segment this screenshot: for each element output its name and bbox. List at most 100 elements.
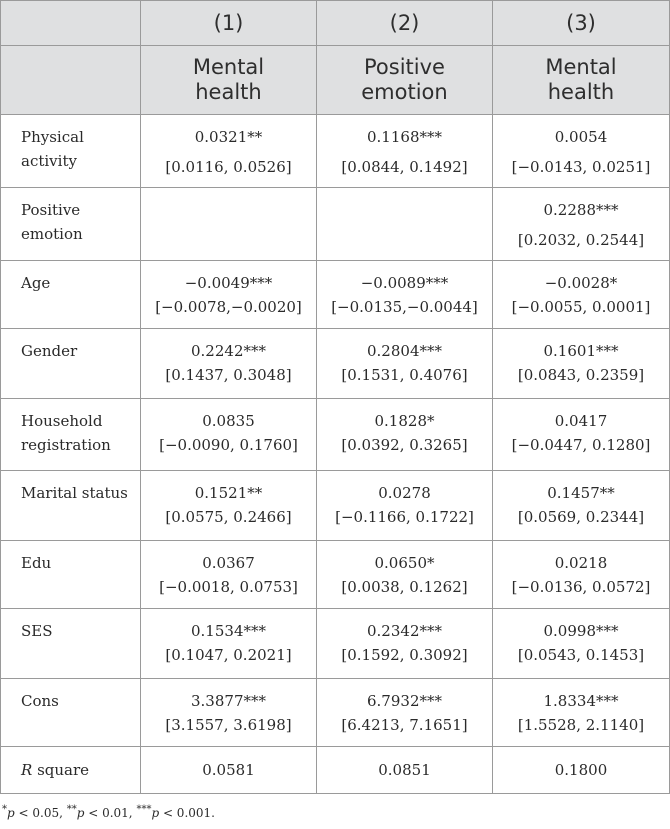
confidence-interval: [6.4213, 7.1651]: [341, 716, 468, 734]
column-title-line: emotion: [361, 80, 448, 104]
confidence-interval: [1.5528, 2.1140]: [517, 716, 645, 734]
footnote-p: p: [7, 806, 15, 820]
table-cell: 0.0998*** [0.0543, 0.1453]: [492, 608, 670, 679]
table-body: Physical activity 0.0321** [0.0116, 0.0526…: [0, 114, 670, 794]
table-cell: 6.7932*** [6.4213, 7.1651]: [316, 678, 493, 747]
row-label: Physical activity: [0, 114, 141, 188]
table-cell: 1.8334*** [1.5528, 2.1140]: [492, 678, 670, 747]
confidence-interval: [−0.0090, 0.1760]: [159, 436, 298, 454]
confidence-interval: [0.0038, 0.1262]: [341, 578, 468, 596]
table-cell: 0.0650* [0.0038, 0.1262]: [316, 540, 493, 609]
confidence-interval: [−0.1166, 0.1722]: [335, 508, 474, 526]
column-title-line: health: [547, 80, 615, 104]
rsquare-label-rest: square: [32, 761, 90, 779]
confidence-interval: [0.1047, 0.2021]: [165, 646, 292, 664]
confidence-interval: [−0.0018, 0.0753]: [159, 578, 298, 596]
column-title-line: Positive: [364, 55, 445, 79]
confidence-interval: [0.1437, 0.3048]: [165, 366, 292, 384]
table-row: Marital status 0.1521** [0.0575, 0.2466] 0.…: [0, 470, 670, 541]
table-cell: 0.1534*** [0.1047, 0.2021]: [140, 608, 317, 679]
table-row: Edu 0.0367 [−0.0018, 0.0753] 0.0650* [0.0038…: [0, 540, 670, 609]
row-label: Age: [0, 260, 141, 329]
column-title: Mental health: [492, 45, 670, 115]
coefficient: −0.0089***: [360, 274, 449, 292]
footnote: *p < 0.05, **p < 0.01, ***p < 0.001.: [2, 804, 215, 820]
column-title: Positive emotion: [316, 45, 493, 115]
coefficient: 0.0278: [378, 484, 431, 502]
confidence-interval: [0.2032, 0.2544]: [517, 231, 645, 249]
coefficient: 0.0054: [554, 128, 608, 146]
coefficient: 0.1521**: [194, 484, 263, 502]
table-row: Physical activity 0.0321** [0.0116, 0.0526…: [0, 114, 670, 188]
coefficient: −0.0028*: [544, 274, 618, 292]
coefficient: 0.0218: [554, 554, 608, 572]
table-cell: 0.1521** [0.0575, 0.2466]: [140, 470, 317, 541]
coefficient: 3.3877***: [191, 692, 266, 710]
footnote-p: p: [76, 806, 85, 820]
coefficient: 0.0835: [202, 412, 255, 430]
header-corner-lower: [0, 45, 141, 115]
column-title-line: Mental: [545, 55, 617, 79]
confidence-interval: [−0.0055, 0.0001]: [511, 298, 651, 316]
coefficient: 0.1457**: [547, 484, 615, 502]
table-row: Cons 3.3877*** [3.1557, 3.6198] 6.7932*** [6…: [0, 678, 670, 747]
footnote-p: p: [151, 806, 160, 820]
confidence-interval: [0.0116, 0.0526]: [165, 158, 292, 176]
row-label: Household registration: [0, 398, 141, 471]
row-label: SES: [0, 608, 141, 679]
confidence-interval: [0.1592, 0.3092]: [341, 646, 468, 664]
confidence-interval: [−0.0078,−0.0020]: [155, 298, 302, 316]
confidence-interval: [0.0543, 0.1453]: [517, 646, 645, 664]
table-cell: 0.1168*** [0.0844, 0.1492]: [316, 114, 493, 188]
row-label: Positive emotion: [0, 187, 141, 261]
footnote-star: *: [2, 804, 7, 815]
table-cell: −0.0049*** [−0.0078,−0.0020]: [140, 260, 317, 329]
table-cell: 0.2242*** [0.1437, 0.3048]: [140, 328, 317, 399]
coefficient: 0.0367: [202, 554, 255, 572]
row-label: Gender: [0, 328, 141, 399]
confidence-interval: [0.0392, 0.3265]: [341, 436, 468, 454]
confidence-interval: [−0.0447, 0.1280]: [511, 436, 651, 454]
confidence-interval: [0.0575, 0.2466]: [165, 508, 292, 526]
header-row-numbers: (1) (2) (3): [0, 0, 670, 46]
table-cell: 0.2804*** [0.1531, 0.4076]: [316, 328, 493, 399]
row-label: Cons: [0, 678, 141, 747]
footnote-star: ***: [136, 804, 152, 815]
table-cell: 0.0321** [0.0116, 0.0526]: [140, 114, 317, 188]
row-label: Marital status: [0, 470, 141, 541]
table-cell: 0.1457** [0.0569, 0.2344]: [492, 470, 670, 541]
row-label: R square: [0, 746, 141, 794]
coefficient: 0.2288***: [543, 201, 619, 219]
table-cell: 0.0581: [140, 746, 317, 794]
footnote-text: < 0.01,: [84, 806, 137, 820]
footnote-star: **: [66, 804, 77, 815]
regression-table: (1) (2) (3) Mental health Positive emotion…: [0, 0, 670, 794]
table-cell: 0.1828* [0.0392, 0.3265]: [316, 398, 493, 471]
table-cell: −0.0089*** [−0.0135,−0.0044]: [316, 260, 493, 329]
coefficient: 0.1601***: [543, 342, 619, 360]
table-row: Household registration 0.0835 [−0.0090, 0.…: [0, 398, 670, 471]
column-number: (2): [316, 0, 493, 46]
rsquare-label-italic: R: [21, 761, 33, 779]
coefficient: 0.2804***: [367, 342, 442, 360]
column-number: (3): [492, 0, 670, 46]
confidence-interval: [−0.0136, 0.0572]: [511, 578, 651, 596]
column-number: (1): [140, 0, 317, 46]
confidence-interval: [0.0569, 0.2344]: [517, 508, 645, 526]
coefficient: 0.1168***: [367, 128, 442, 146]
table-cell: −0.0028* [−0.0055, 0.0001]: [492, 260, 670, 329]
table-cell: 0.2342*** [0.1592, 0.3092]: [316, 608, 493, 679]
coefficient: −0.0049***: [184, 274, 273, 292]
coefficient: 0.0998***: [543, 622, 619, 640]
footnote-text: < 0.001.: [159, 806, 215, 820]
table-cell: 0.0417 [−0.0447, 0.1280]: [492, 398, 670, 471]
table-cell: [140, 187, 317, 261]
coefficient: 0.0417: [554, 412, 608, 430]
confidence-interval: [−0.0135,−0.0044]: [331, 298, 478, 316]
table-row-rsquare: R square 0.0581 0.0851 0.1800: [0, 746, 670, 794]
regression-table-container: (1) (2) (3) Mental health Positive emotion…: [0, 0, 670, 794]
coefficient: 0.2342***: [367, 622, 442, 640]
table-cell: 0.1800: [492, 746, 670, 794]
confidence-interval: [3.1557, 3.6198]: [165, 716, 292, 734]
table-cell: 0.2288*** [0.2032, 0.2544]: [492, 187, 670, 261]
